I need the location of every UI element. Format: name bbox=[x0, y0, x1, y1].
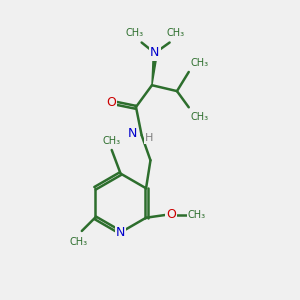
Text: CH₃: CH₃ bbox=[70, 237, 88, 247]
Text: O: O bbox=[106, 96, 116, 110]
Text: CH₃: CH₃ bbox=[187, 210, 206, 220]
Text: CH₃: CH₃ bbox=[190, 112, 208, 122]
Text: O: O bbox=[166, 208, 176, 221]
Text: CH₃: CH₃ bbox=[190, 58, 208, 68]
Text: CH₃: CH₃ bbox=[167, 28, 184, 38]
Text: N: N bbox=[128, 127, 137, 140]
Polygon shape bbox=[152, 57, 157, 85]
Text: CH₃: CH₃ bbox=[103, 136, 121, 146]
Text: N: N bbox=[116, 226, 125, 239]
Text: H: H bbox=[145, 133, 153, 143]
Text: N: N bbox=[150, 46, 160, 59]
Text: CH₃: CH₃ bbox=[125, 28, 143, 38]
